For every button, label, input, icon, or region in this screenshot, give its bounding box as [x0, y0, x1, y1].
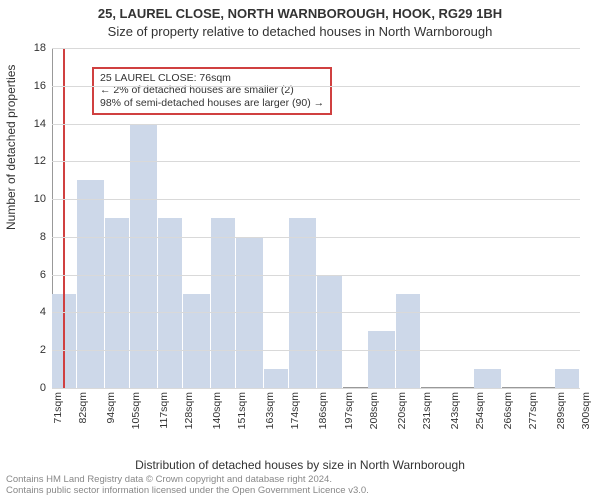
x-tick-label: 208sqm [368, 392, 380, 429]
y-tick-label: 12 [34, 155, 46, 167]
y-tick-label: 16 [34, 80, 46, 92]
x-tick-label: 186sqm [317, 392, 329, 429]
y-axis-label: Number of detached properties [4, 65, 18, 230]
x-tick-label: 254sqm [474, 392, 486, 429]
chart-title-line1: 25, LAUREL CLOSE, NORTH WARNBOROUGH, HOO… [0, 6, 600, 21]
x-tick-label: 82sqm [77, 392, 89, 424]
histogram-bar [105, 218, 130, 388]
annotation-box: 25 LAUREL CLOSE: 76sqm ← 2% of detached … [92, 67, 332, 115]
grid-line [52, 86, 580, 87]
y-tick-label: 6 [40, 269, 46, 281]
y-tick-label: 0 [40, 382, 46, 394]
histogram-bar [317, 275, 342, 388]
x-tick-label: 197sqm [343, 392, 355, 429]
x-tick-label: 117sqm [158, 392, 170, 429]
x-tick-label: 163sqm [264, 392, 276, 429]
annotation-line1: 25 LAUREL CLOSE: 76sqm [100, 72, 324, 85]
x-tick-label: 277sqm [527, 392, 539, 429]
y-tick-label: 10 [34, 193, 46, 205]
x-tick-label: 94sqm [105, 392, 117, 424]
x-tick-label: 174sqm [289, 392, 301, 429]
footer-line2: Contains public sector information licen… [6, 486, 369, 497]
histogram-bar [474, 369, 502, 388]
y-tick-label: 8 [40, 231, 46, 243]
grid-line [52, 312, 580, 313]
annotation-line3: 98% of semi-detached houses are larger (… [100, 97, 324, 110]
x-tick-label: 151sqm [236, 392, 248, 429]
histogram-bar [183, 294, 211, 388]
chart-title-line2: Size of property relative to detached ho… [0, 24, 600, 39]
histogram-bar [130, 124, 158, 388]
histogram-bar [289, 218, 317, 388]
x-axis-label: Distribution of detached houses by size … [0, 458, 600, 472]
x-tick-label: 220sqm [396, 392, 408, 429]
histogram-bar [77, 180, 105, 388]
histogram-bar [555, 369, 580, 388]
histogram-bar [158, 218, 183, 388]
x-tick-label: 105sqm [130, 392, 142, 429]
property-marker-line [63, 48, 65, 388]
histogram-bar [368, 331, 396, 388]
histogram-bar [396, 294, 421, 388]
x-tick-label: 243sqm [449, 392, 461, 429]
histogram-bar [211, 218, 236, 388]
grid-line [52, 199, 580, 200]
histogram-bar [264, 369, 289, 388]
x-tick-label: 128sqm [183, 392, 195, 429]
x-tick-label: 266sqm [502, 392, 514, 429]
x-tick-label: 71sqm [52, 392, 64, 424]
grid-line [52, 161, 580, 162]
grid-line [52, 237, 580, 238]
x-tick-label: 140sqm [211, 392, 223, 429]
y-tick-label: 2 [40, 344, 46, 356]
grid-line [52, 48, 580, 49]
grid-line [52, 124, 580, 125]
histogram-bar [52, 294, 77, 388]
x-tick-label: 231sqm [421, 392, 433, 429]
chart-plot-area: 25 LAUREL CLOSE: 76sqm ← 2% of detached … [52, 48, 580, 388]
grid-line [52, 388, 580, 389]
y-tick-label: 14 [34, 118, 46, 130]
grid-line [52, 275, 580, 276]
footer-attribution: Contains HM Land Registry data © Crown c… [6, 475, 369, 497]
y-tick-label: 4 [40, 306, 46, 318]
x-tick-label: 300sqm [580, 392, 592, 429]
y-tick-label: 18 [34, 42, 46, 54]
x-tick-label: 289sqm [555, 392, 567, 429]
grid-line [52, 350, 580, 351]
